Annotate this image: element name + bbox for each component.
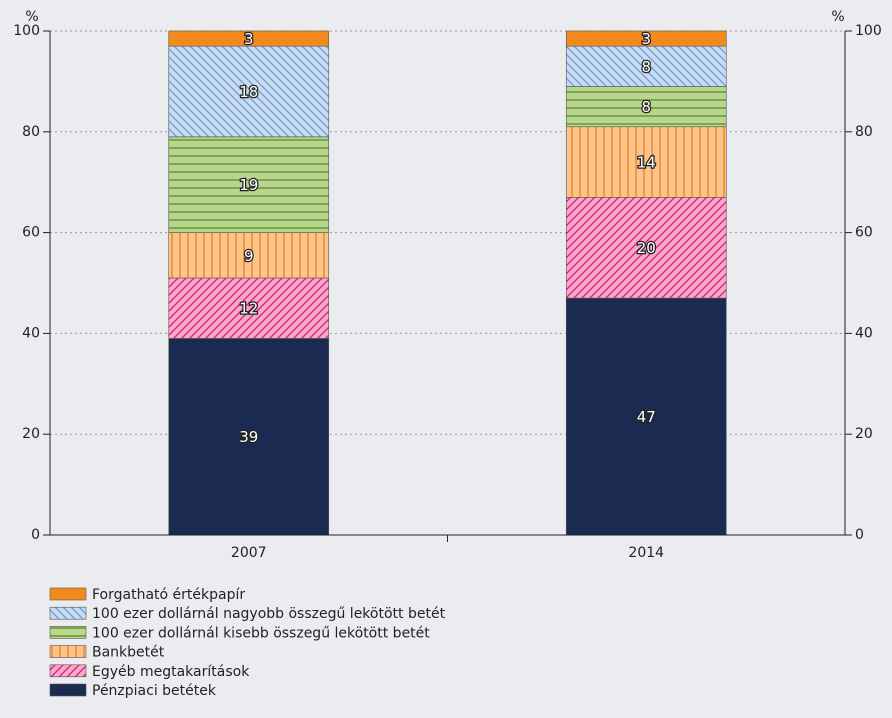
bar-segment [168, 136, 330, 233]
data-label: 20 [637, 239, 656, 257]
y2-tick-label: 0 [855, 527, 864, 543]
legend-label: Egyéb megtakarítások [92, 664, 250, 680]
legend-swatch [49, 645, 87, 658]
y-tick-label: 100 [13, 23, 40, 39]
bar-segment [565, 30, 727, 47]
legend-swatch [49, 683, 87, 697]
legend-label: Pénzpiaci betétek [92, 683, 217, 699]
data-label: 3 [244, 30, 254, 48]
bar-segment [565, 126, 727, 198]
data-label: 14 [637, 154, 656, 172]
bar-segment [168, 277, 330, 339]
legend-swatch [49, 626, 87, 639]
bar-segment [168, 232, 330, 279]
bar-segment [565, 197, 727, 299]
data-label: 19 [239, 176, 258, 194]
y2-tick-label: 40 [855, 325, 873, 341]
x-tick-label: 2014 [628, 545, 664, 561]
data-label: 47 [637, 408, 656, 426]
y-tick-label: 40 [22, 325, 40, 341]
y2-tick-label: 100 [855, 23, 882, 39]
data-label: 39 [239, 428, 258, 446]
bar-segment [565, 86, 727, 128]
y2-tick-label: 20 [855, 426, 873, 442]
bar-segment [168, 338, 330, 536]
legend-swatch [49, 664, 87, 678]
y2-tick-label: 80 [855, 124, 873, 140]
y-tick-label: 80 [22, 124, 40, 140]
data-label: 9 [244, 247, 254, 265]
data-label: 12 [239, 300, 258, 318]
bar-segment [565, 297, 727, 536]
y-tick-label: 0 [31, 527, 40, 543]
y-tick-label: 60 [22, 225, 40, 241]
legend-label: Forgatható értékpapír [92, 587, 245, 603]
legend-label: 100 ezer dollárnál nagyobb összegű leköt… [92, 606, 446, 622]
legend-label: 100 ezer dollárnál kisebb összegű lekötö… [92, 625, 430, 641]
data-label: 8 [641, 58, 651, 76]
bar-segment [565, 45, 727, 87]
data-label: 8 [641, 98, 651, 116]
y2-tick-label: 60 [855, 225, 873, 241]
y2-unit: % [831, 9, 844, 25]
x-tick-label: 2007 [231, 545, 267, 561]
data-label: 18 [239, 83, 258, 101]
bar-segment [168, 30, 330, 47]
y-tick-label: 20 [22, 426, 40, 442]
legend-swatch [49, 587, 87, 601]
legend-label: Bankbetét [92, 645, 165, 661]
y-unit: % [25, 9, 38, 25]
data-label: 3 [641, 30, 651, 48]
legend-swatch [49, 606, 87, 620]
